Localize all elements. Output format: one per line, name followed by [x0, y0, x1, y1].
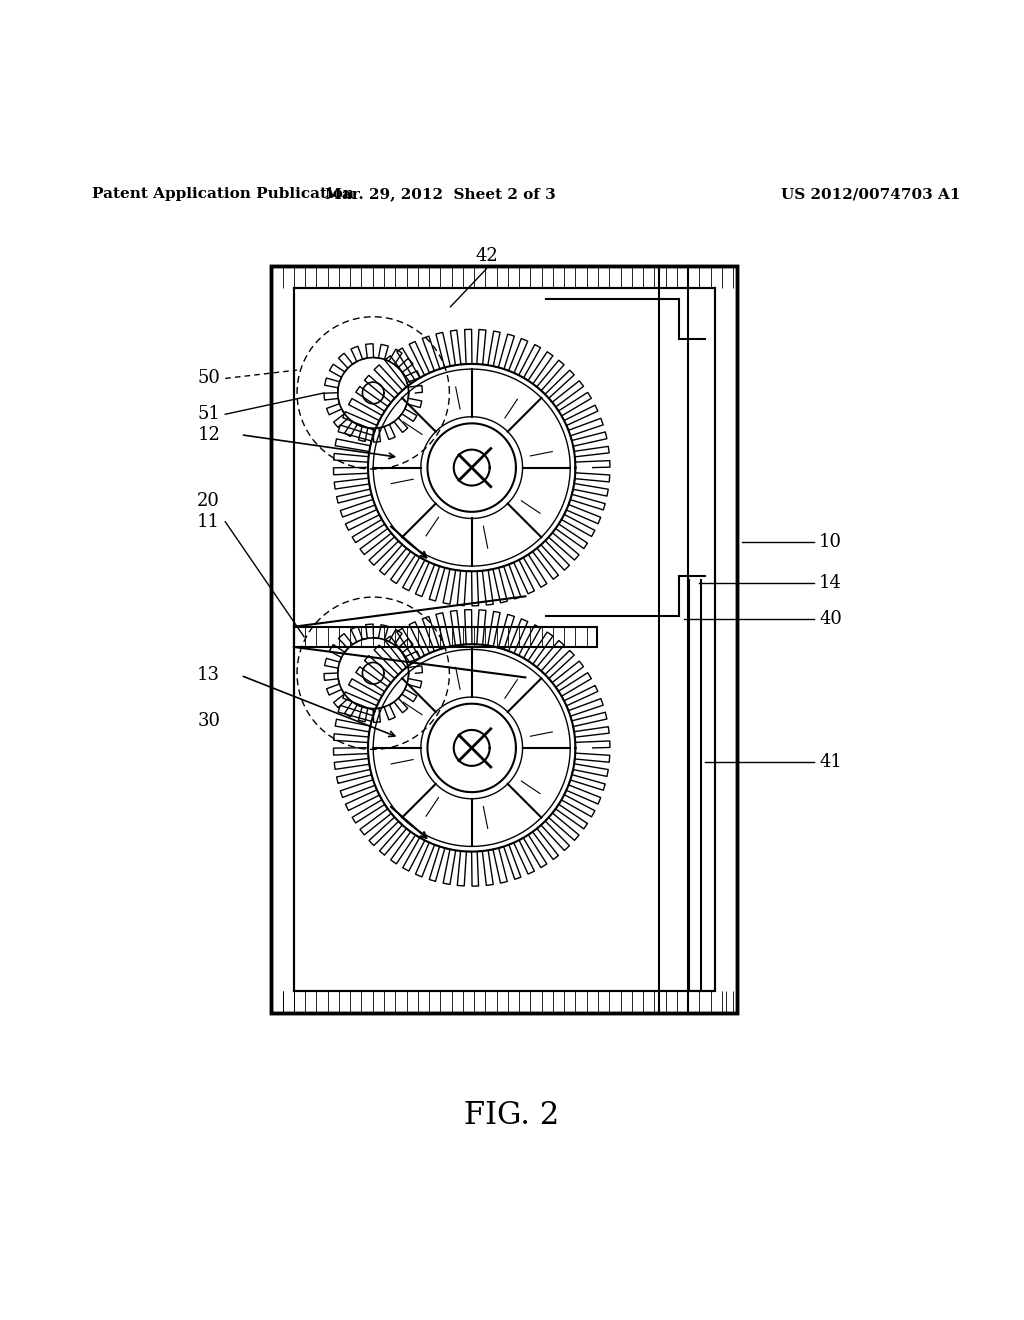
Bar — [271, 265, 737, 1014]
Text: 14: 14 — [819, 574, 842, 593]
Text: US 2012/0074703 A1: US 2012/0074703 A1 — [780, 187, 961, 201]
Bar — [294, 627, 597, 647]
Text: Patent Application Publication: Patent Application Publication — [92, 187, 354, 201]
Bar — [294, 288, 715, 991]
Text: 10: 10 — [819, 533, 842, 552]
Text: 42: 42 — [475, 247, 498, 264]
Text: 20: 20 — [198, 492, 220, 511]
Text: 13: 13 — [198, 667, 220, 684]
Text: 40: 40 — [819, 610, 842, 628]
Text: 50: 50 — [198, 370, 220, 387]
Text: 12: 12 — [198, 426, 220, 444]
Text: 11: 11 — [198, 512, 220, 531]
Text: 51: 51 — [198, 405, 220, 424]
Bar — [271, 265, 737, 1014]
Text: Mar. 29, 2012  Sheet 2 of 3: Mar. 29, 2012 Sheet 2 of 3 — [325, 187, 556, 201]
Text: 41: 41 — [819, 754, 842, 771]
Text: 30: 30 — [198, 713, 220, 730]
Text: FIG. 2: FIG. 2 — [464, 1100, 560, 1131]
